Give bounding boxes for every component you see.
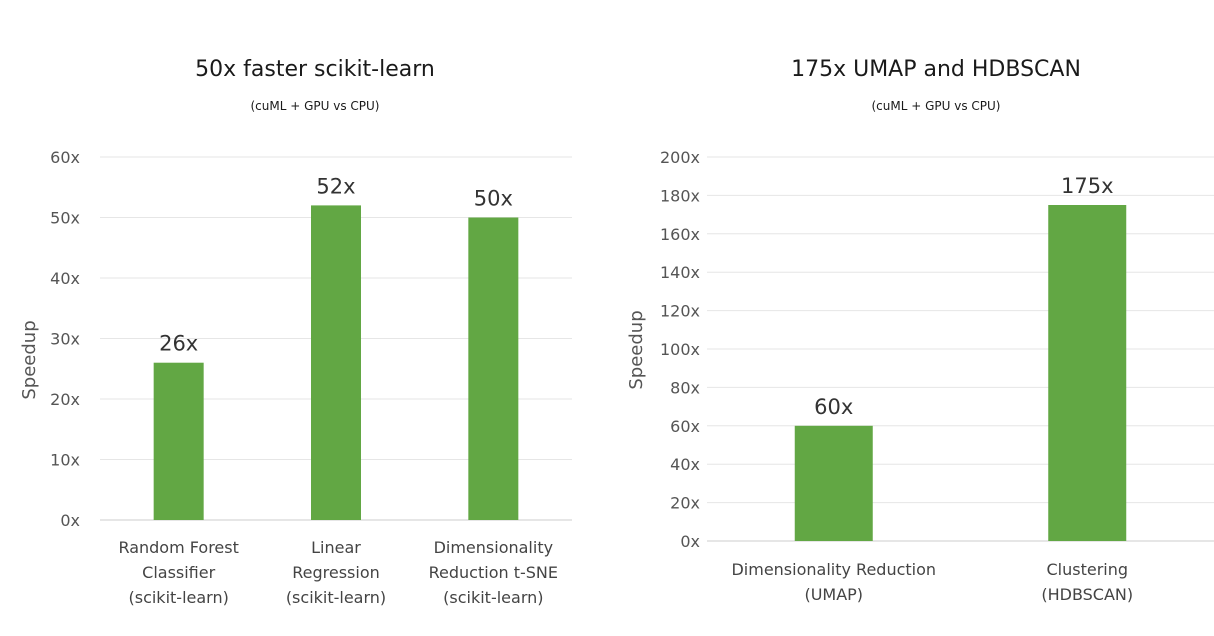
y-tick-label: 20x <box>670 494 700 513</box>
chart-umap-hdbscan-svg: 175x UMAP and HDBSCAN (cuML + GPU vs CPU… <box>626 57 1214 604</box>
data-label: 26x <box>159 332 198 356</box>
data-label: 52x <box>316 174 355 198</box>
y-tick-label: 0x <box>60 511 80 530</box>
bar <box>1048 205 1127 541</box>
category-label: Linear Regression (scikit-learn) <box>286 538 386 607</box>
y-tick-label: 100x <box>660 340 700 359</box>
chart-subtitle: (cuML + GPU vs CPU) <box>872 99 1001 113</box>
chart-title: 175x UMAP and HDBSCAN <box>791 57 1081 82</box>
y-tick-label: 60x <box>50 148 80 167</box>
chart-umap-hdbscan: 175x UMAP and HDBSCAN (cuML + GPU vs CPU… <box>607 0 1214 632</box>
y-tick-label: 50x <box>50 209 80 228</box>
category-label: Random Forest Classifier (scikit-learn) <box>118 538 238 607</box>
chart-subtitle: (cuML + GPU vs CPU) <box>251 99 380 113</box>
y-tick-label: 140x <box>660 263 700 282</box>
bar <box>153 362 204 520</box>
category-label: Dimensionality Reduction t-SNE (scikit-lea… <box>429 538 558 607</box>
y-tick-label: 120x <box>660 302 700 321</box>
y-tick-label: 80x <box>670 378 700 397</box>
y-tick-label: 60x <box>670 417 700 436</box>
y-axis-label: Speedup <box>626 310 647 389</box>
chart-title: 50x faster scikit-learn <box>195 57 435 82</box>
y-tick-label: 10x <box>50 451 80 470</box>
y-tick-label: 200x <box>660 148 700 167</box>
bar <box>311 205 361 520</box>
category-label: Clustering (HDBSCAN) <box>1041 560 1133 604</box>
chart-scikit-learn: 50x faster scikit-learn (cuML + GPU vs C… <box>0 0 600 632</box>
y-tick-label: 160x <box>660 225 700 244</box>
y-tick-label: 30x <box>50 330 80 349</box>
y-tick-label: 40x <box>670 455 700 474</box>
y-tick-label: 180x <box>660 186 700 205</box>
y-axis-label: Speedup <box>19 320 40 399</box>
bar <box>468 217 519 520</box>
y-tick-label: 0x <box>680 532 700 551</box>
data-label: 175x <box>1061 174 1114 198</box>
y-tick-label: 20x <box>50 390 80 409</box>
bar <box>794 425 873 541</box>
y-tick-label: 40x <box>50 269 80 288</box>
data-label: 60x <box>814 395 853 419</box>
data-label: 50x <box>474 187 513 211</box>
category-label: Dimensionality Reduction (UMAP) <box>731 560 936 604</box>
chart-scikit-learn-svg: 50x faster scikit-learn (cuML + GPU vs C… <box>19 57 572 607</box>
